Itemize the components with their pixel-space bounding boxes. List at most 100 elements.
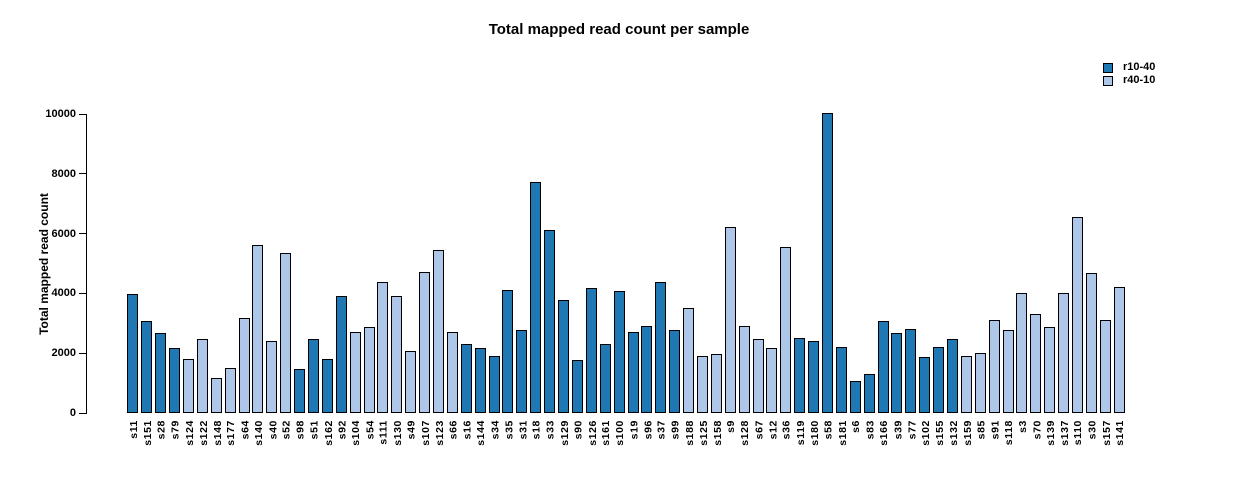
x-tick-label-s162: s162 — [322, 420, 335, 446]
bar-column-s31: s31 — [515, 114, 529, 439]
bar-s49 — [405, 351, 417, 413]
bar-column-s18: s18 — [529, 114, 543, 439]
bar-s119 — [794, 338, 806, 413]
y-tick-label: 2000 — [51, 347, 76, 360]
x-tick-label-s140: s140 — [252, 420, 265, 446]
bar-column-s54: s54 — [362, 114, 376, 439]
y-tick-mark — [79, 233, 86, 235]
bar-column-s158: s158 — [709, 114, 723, 446]
bar-s129 — [558, 300, 570, 413]
x-tick-label-s161: s161 — [600, 420, 613, 446]
x-tick-label-s67: s67 — [753, 420, 766, 440]
x-tick-label-s188: s188 — [683, 420, 696, 446]
bar-column-s9: s9 — [723, 114, 737, 433]
bar-s139 — [1044, 327, 1056, 413]
bar-s40 — [266, 341, 278, 413]
bar-column-s124: s124 — [182, 114, 196, 446]
bar-column-s34: s34 — [487, 114, 501, 439]
bar-column-s37: s37 — [654, 114, 668, 439]
bar-s3 — [1016, 293, 1028, 413]
bar-column-s92: s92 — [334, 114, 348, 439]
x-tick-label-s159: s159 — [961, 420, 974, 446]
bar-column-s12: s12 — [765, 114, 779, 439]
x-tick-label-s35: s35 — [503, 420, 515, 440]
bar-s155 — [933, 347, 945, 413]
bar-column-s157: s157 — [1098, 114, 1112, 446]
bar-column-s155: s155 — [932, 114, 946, 446]
bar-column-s177: s177 — [223, 114, 237, 446]
bar-column-s36: s36 — [779, 114, 793, 439]
bar-s33 — [544, 230, 556, 413]
x-tick-label-s77: s77 — [905, 420, 918, 440]
bar-column-s52: s52 — [279, 114, 293, 439]
bar-column-s140: s140 — [251, 114, 265, 446]
bar-column-s58: s58 — [821, 113, 834, 439]
x-tick-label-s83: s83 — [864, 420, 877, 440]
x-tick-label-s70: s70 — [1030, 420, 1043, 440]
bar-s92 — [335, 296, 347, 413]
bar-s177 — [224, 368, 236, 413]
bar-s166 — [877, 321, 889, 413]
bar-column-s11: s11 — [126, 114, 140, 439]
bar-column-s99: s99 — [668, 114, 682, 439]
plot-area: s11 s151 s28 s79 s124 s122 s148 s177 s64 s140 s40 s… — [126, 113, 1126, 446]
x-tick-label-s144: s144 — [475, 420, 488, 446]
y-tick-mark — [79, 173, 86, 175]
x-tick-label-s99: s99 — [669, 420, 682, 440]
x-tick-label-s102: s102 — [919, 420, 932, 446]
bar-s37 — [655, 282, 667, 413]
bar-column-s110: s110 — [1071, 114, 1085, 445]
legend-item: r40-10 — [1103, 74, 1155, 87]
bar-column-s35: s35 — [501, 114, 515, 439]
bar-s188 — [683, 308, 695, 413]
x-tick-label-s36: s36 — [780, 420, 793, 440]
bar-column-s130: s130 — [390, 114, 404, 446]
bar-column-s40: s40 — [265, 114, 279, 439]
x-tick-label-s139: s139 — [1044, 420, 1057, 446]
x-tick-label-s92: s92 — [336, 420, 349, 440]
legend-swatch-icon — [1103, 62, 1113, 73]
bar-s180 — [808, 341, 820, 413]
bar-s181 — [835, 347, 847, 413]
bar-column-s125: s125 — [696, 114, 709, 446]
x-tick-label-s177: s177 — [225, 420, 238, 446]
bar-column-s180: s180 — [807, 114, 821, 446]
bar-s140 — [252, 245, 264, 413]
y-tick-mark — [79, 113, 86, 115]
x-tick-label-s3: s3 — [1016, 420, 1029, 433]
x-tick-label-s141: s141 — [1114, 420, 1127, 446]
bar-column-s19: s19 — [626, 114, 640, 439]
x-tick-label-s125: s125 — [697, 420, 710, 446]
bar-s83 — [863, 374, 875, 413]
x-tick-label-s132: s132 — [947, 420, 960, 446]
bar-column-s188: s188 — [682, 114, 696, 446]
y-axis-title: Total mapped read count — [37, 193, 51, 335]
bar-s128 — [738, 326, 750, 413]
bar-column-s83: s83 — [862, 114, 876, 439]
x-tick-label-s122: s122 — [197, 420, 210, 446]
bar-s110 — [1072, 217, 1083, 413]
bar-s96 — [641, 326, 653, 413]
bar-column-s129: s129 — [557, 114, 571, 446]
bar-column-s161: s161 — [598, 114, 612, 446]
x-tick-label-s129: s129 — [558, 420, 571, 446]
x-tick-label-s51: s51 — [308, 420, 321, 440]
x-tick-label-s66: s66 — [447, 420, 460, 440]
y-tick-mark — [79, 292, 86, 294]
bar-column-s30: s30 — [1084, 114, 1098, 439]
bar-column-s100: s100 — [612, 114, 626, 446]
legend: r10-40 r40-10 — [1103, 61, 1155, 87]
bar-s28 — [155, 333, 167, 413]
bar-column-s166: s166 — [876, 114, 890, 446]
bar-s102 — [919, 357, 931, 413]
bar-column-s119: s119 — [793, 114, 807, 445]
bar-s124 — [183, 359, 194, 413]
bar-column-s159: s159 — [959, 114, 973, 446]
bar-s90 — [571, 360, 583, 413]
bar-s151 — [141, 321, 153, 413]
y-tick-label: 8000 — [51, 167, 76, 180]
x-tick-label-s137: s137 — [1058, 420, 1071, 446]
bar-column-s64: s64 — [237, 114, 251, 439]
bar-s137 — [1058, 293, 1070, 413]
